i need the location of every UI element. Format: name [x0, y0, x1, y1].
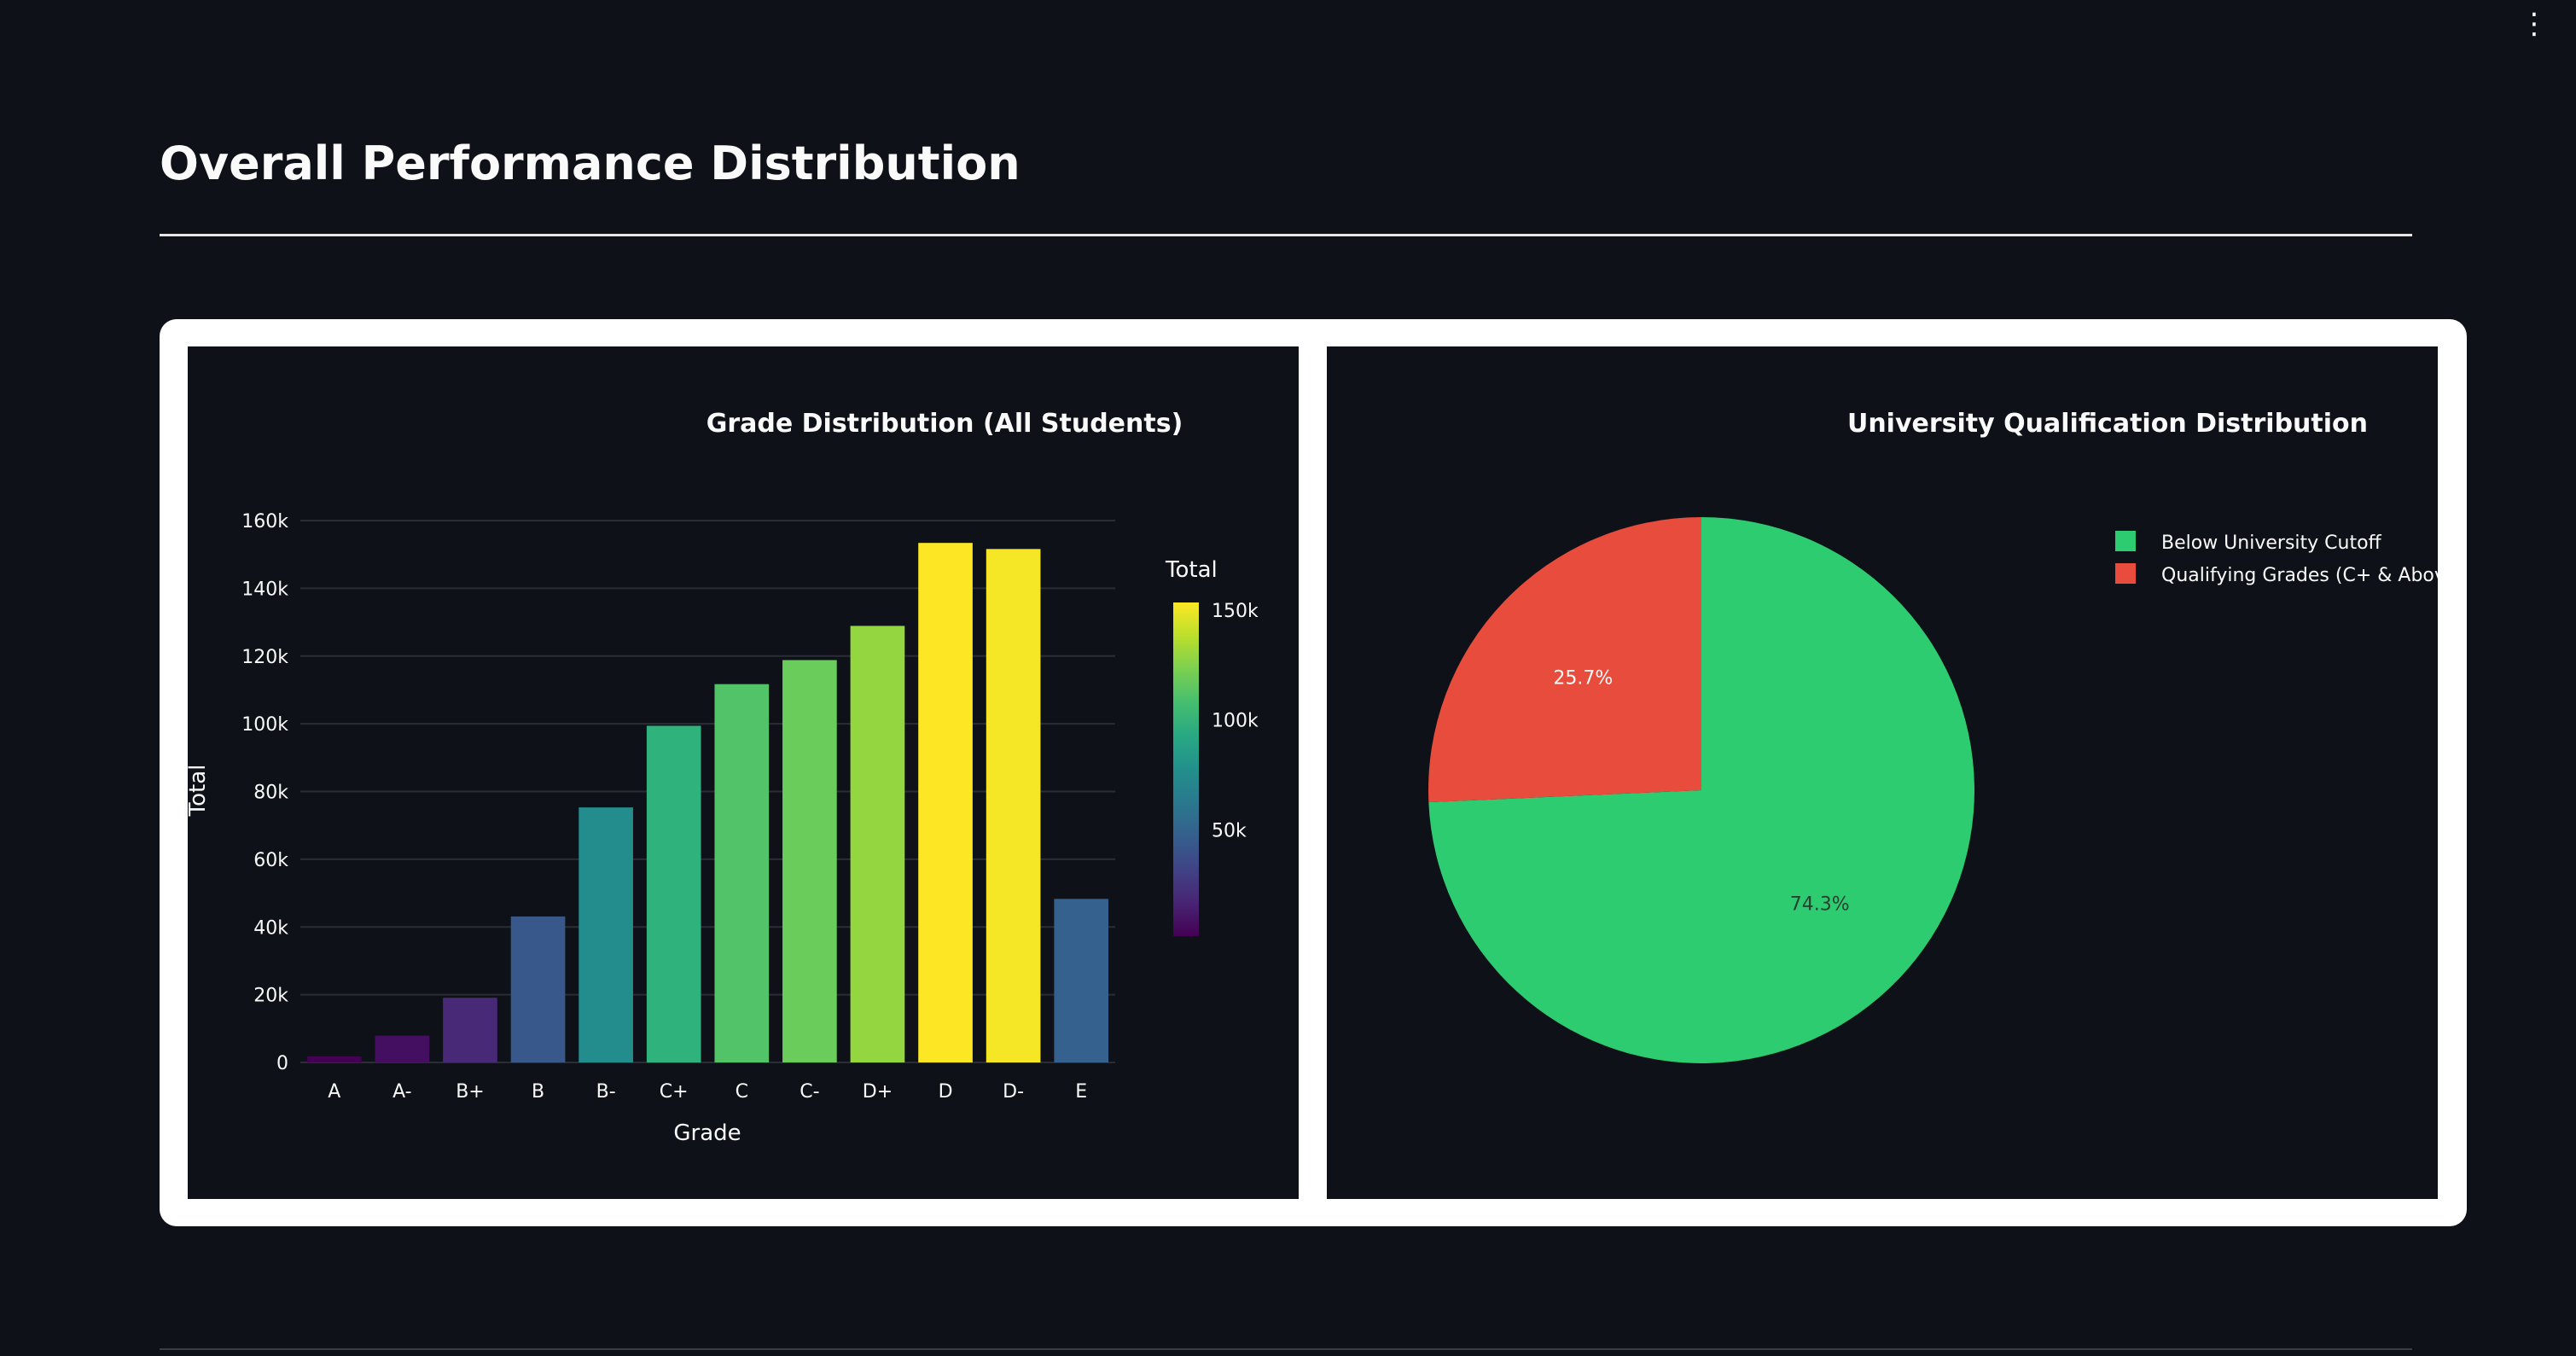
bar-B- — [579, 807, 633, 1062]
bar-B — [510, 916, 566, 1062]
page-title: Overall Performance Distribution — [160, 137, 1021, 190]
x-tick-label: C — [736, 1081, 748, 1103]
y-tick-label: 120k — [241, 647, 288, 668]
x-axis-title: Grade — [673, 1120, 741, 1146]
colorbar-tick-label: 50k — [1212, 821, 1247, 842]
x-tick-label: E — [1075, 1081, 1087, 1103]
colorbar-tick-label: 150k — [1212, 601, 1259, 622]
y-tick-label: 20k — [253, 986, 288, 1007]
x-tick-label: B- — [596, 1081, 616, 1103]
y-tick-label: 0 — [276, 1053, 288, 1074]
x-tick-label: B+ — [456, 1081, 485, 1103]
bar-D- — [986, 549, 1041, 1062]
legend-label: Qualifying Grades (C+ & Above) — [2161, 565, 2438, 586]
y-tick-label: 160k — [241, 511, 288, 533]
bar-A — [306, 1056, 362, 1062]
y-tick-label: 140k — [241, 579, 288, 600]
x-tick-label: A- — [393, 1081, 412, 1103]
pie-slice-1 — [1428, 517, 1701, 803]
y-tick-label: 100k — [241, 714, 288, 736]
grade-distribution-chart[interactable]: Grade Distribution (All Students) 0 20k 40k… — [185, 346, 1299, 1199]
x-tick-label: B — [532, 1081, 544, 1103]
x-tick-label: C- — [800, 1081, 819, 1103]
bar-D — [918, 543, 973, 1062]
x-tick-label: D- — [1003, 1081, 1024, 1103]
bar-C- — [782, 660, 837, 1062]
divider-bottom — [160, 1348, 2412, 1350]
slice-label: 74.3% — [1790, 894, 1850, 916]
bar-C+ — [646, 725, 701, 1062]
x-tick-label: A — [328, 1081, 340, 1103]
pie-slice-0 — [1428, 517, 1974, 1063]
legend-swatch — [2115, 563, 2136, 584]
chart-title: University Qualification Distribution — [1847, 409, 2368, 439]
colorbar-tick-label: 100k — [1212, 711, 1259, 732]
y-tick-label: 40k — [253, 917, 288, 939]
colorbar-title: Total — [1165, 557, 1218, 583]
bar-B+ — [443, 998, 497, 1062]
x-tick-label: D+ — [863, 1081, 893, 1103]
qualification-pie-chart[interactable]: University Qualification Distribution 74.… — [1327, 346, 2464, 1199]
y-tick-label: 80k — [253, 783, 288, 804]
colorbar — [1173, 602, 1199, 936]
slice-label: 25.7% — [1553, 667, 1613, 689]
vertical-ellipsis-icon[interactable]: ⋮ — [2520, 7, 2549, 41]
legend-label: Below University Cutoff — [2161, 533, 2382, 554]
bar-E — [1054, 899, 1109, 1062]
chart-title: Grade Distribution (All Students) — [707, 409, 1183, 439]
bar-A- — [375, 1035, 430, 1062]
bar-C — [714, 684, 770, 1062]
y-axis-title: Total — [188, 765, 211, 818]
legend-swatch — [2115, 531, 2136, 551]
bar-D+ — [850, 626, 905, 1062]
divider — [160, 234, 2412, 236]
x-tick-label: C+ — [660, 1081, 689, 1103]
x-tick-label: D — [939, 1081, 953, 1103]
y-tick-label: 60k — [253, 850, 288, 871]
